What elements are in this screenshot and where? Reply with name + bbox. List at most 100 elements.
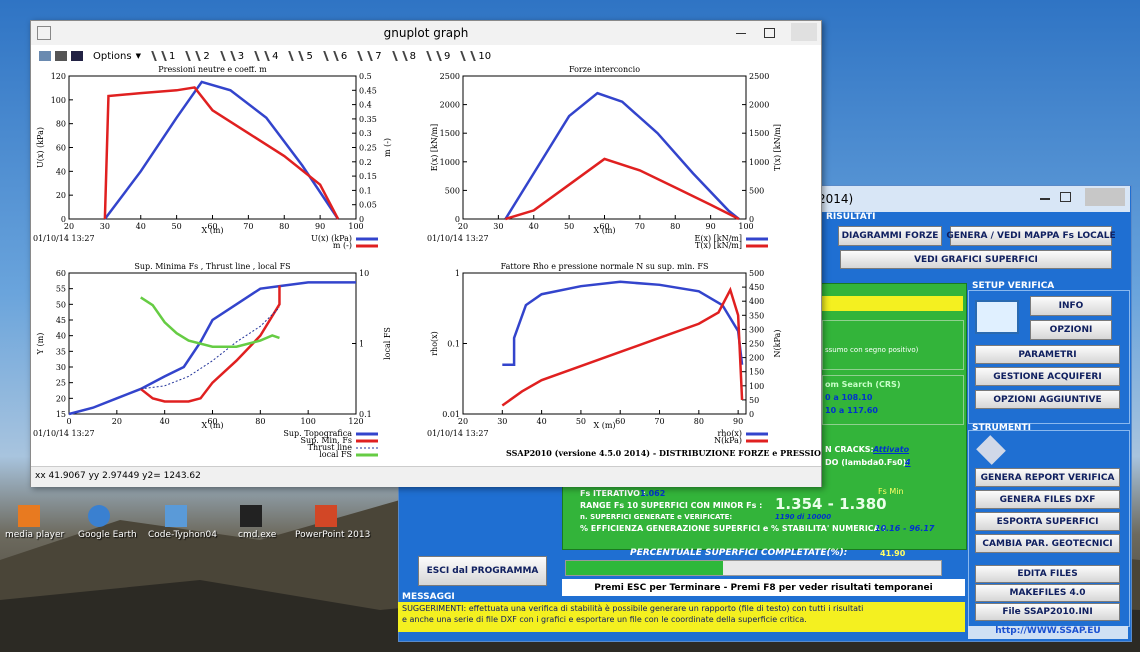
heading: RISULTATI (826, 212, 876, 222)
tab[interactable]: 10 (478, 51, 491, 62)
button[interactable]: ESCI dal PROGRAMMA (418, 556, 547, 586)
button[interactable]: OPZIONI (1030, 320, 1112, 340)
y2-axis-label: T(x) [kN/m] (773, 124, 782, 171)
info: 10 a 117.60 (825, 406, 878, 415)
x-tick-label: 0 (66, 417, 71, 426)
series-line (105, 82, 338, 219)
icon[interactable] (240, 505, 262, 527)
y2-tick-label: 0.1 (359, 186, 372, 195)
x-tick-label: 20 (112, 417, 122, 426)
button[interactable]: PARAMETRI (975, 345, 1120, 364)
y2-tick-label: 0.45 (359, 86, 377, 95)
tab[interactable]: 3 (238, 51, 244, 62)
tab-icon (357, 51, 373, 61)
button[interactable]: DIAGRAMMI FORZE (838, 226, 942, 246)
button[interactable]: VEDI GRAFICI SUPERFICI (840, 250, 1112, 269)
button[interactable]: INFO (1030, 296, 1112, 316)
tab[interactable]: 4 (272, 51, 278, 62)
tool-icon[interactable] (55, 51, 67, 61)
progress-fill (566, 561, 723, 575)
label: N CRACKS: (825, 445, 874, 454)
y-tick-label: 30 (56, 363, 66, 372)
row-value: 1.062 (640, 489, 665, 498)
tab[interactable]: 8 (410, 51, 416, 62)
minimize[interactable] (1040, 198, 1050, 200)
window-title: gnuplot graph (31, 26, 821, 40)
plot-title: Fattore Rho e pressione normale N su sup… (501, 262, 709, 271)
y2-tick-label: 0 (359, 215, 364, 224)
gnuplot-window: gnuplot graph Options▼ 12345678910 Press… (30, 20, 822, 487)
icon-label[interactable]: media player (5, 530, 64, 540)
y2-tick-label: 0 (749, 215, 754, 224)
y-axis-label: rho(x) (430, 331, 439, 356)
tab[interactable]: 6 (341, 51, 347, 62)
icon-label[interactable]: PowerPoint 2013 (295, 530, 370, 540)
x-tick-label: 50 (576, 417, 586, 426)
icon[interactable] (165, 505, 187, 527)
y2-tick-label: 500 (749, 269, 764, 278)
y-tick-label: 0.01 (442, 410, 460, 419)
tab-icon (323, 51, 339, 61)
tab[interactable]: 9 (444, 51, 450, 62)
y2-tick-label: 250 (749, 340, 764, 349)
link[interactable]: Attivato (873, 445, 909, 454)
icon-label[interactable]: Code-Typhon04 (148, 530, 217, 540)
x-tick-label: 40 (160, 417, 170, 426)
close[interactable] (1085, 188, 1125, 206)
options-menu[interactable]: Options (93, 51, 132, 62)
button[interactable]: ESPORTA SUPERFICI (975, 512, 1120, 531)
minimize[interactable] (736, 33, 746, 34)
y2-tick-label: 0.35 (359, 115, 377, 124)
x-tick-label: 80 (670, 222, 680, 231)
series-line (69, 282, 356, 414)
y-tick-label: 25 (56, 379, 66, 388)
y2-tick-label: 2000 (749, 101, 769, 110)
icon-label[interactable]: Google Earth (78, 530, 137, 540)
y2-tick-label: 450 (749, 283, 764, 292)
button[interactable]: GENERA REPORT VERIFICA (975, 468, 1120, 487)
y2-tick-label: 150 (749, 368, 764, 377)
y2-tick-label: 1 (359, 340, 364, 349)
legend-label: m (-) (333, 241, 352, 250)
button[interactable]: GENERA FILES DXF (975, 490, 1120, 509)
timestamp: 01/10/14 13:27 (427, 429, 489, 438)
legend-label: N(kPa) (714, 436, 742, 445)
icon-label[interactable]: cmd.exe (238, 530, 276, 540)
heading: MESSAGGI (402, 592, 455, 602)
plot-title: Sup. Minima Fs , Thrust line , local FS (134, 262, 290, 271)
x-tick-label: 80 (255, 417, 265, 426)
tab[interactable]: 7 (375, 51, 381, 62)
x-tick-label: 80 (694, 417, 704, 426)
info: 0 a 108.10 (825, 393, 872, 402)
tab[interactable]: 1 (169, 51, 175, 62)
y-tick-label: 1 (455, 269, 460, 278)
y2-tick-label: 0.1 (359, 410, 372, 419)
icon[interactable] (18, 505, 40, 527)
y-tick-label: 35 (56, 347, 66, 356)
tab[interactable]: 5 (306, 51, 312, 62)
button[interactable]: File SSAP2010.INI (975, 603, 1120, 621)
group (822, 320, 964, 370)
maximize[interactable] (1060, 192, 1071, 202)
button[interactable]: CAMBIA PAR. GEOTECNICI (975, 534, 1120, 553)
tool-icon[interactable] (71, 51, 83, 61)
button[interactable]: MAKEFILES 4.0 (975, 584, 1120, 602)
icon[interactable] (315, 505, 337, 527)
button[interactable]: OPZIONI AGGIUNTIVE (975, 390, 1120, 409)
button[interactable]: EDITA FILES (975, 565, 1120, 583)
progress-label: PERCENTUALE SUPERFICI COMPLETATE(%): (630, 548, 847, 558)
progress-bar (565, 560, 942, 576)
y2-tick-label: 0.25 (359, 144, 377, 153)
tab[interactable]: 2 (203, 51, 209, 62)
y-tick-label: 1000 (440, 158, 460, 167)
tool-icon[interactable] (39, 51, 51, 61)
button[interactable]: GENERA / VEDI MAPPA Fs LOCALE (950, 226, 1112, 246)
coordinates: xx 41.9067 yy 2.97449 y2= 1243.62 (31, 467, 821, 485)
tab-icon (186, 51, 202, 61)
url[interactable]: http://WWW.SSAP.EU (968, 626, 1128, 639)
icon[interactable] (88, 505, 110, 527)
link[interactable]: 4 (905, 458, 911, 467)
close[interactable] (791, 23, 817, 41)
button[interactable]: GESTIONE ACQUIFERI (975, 367, 1120, 386)
maximize[interactable] (764, 28, 775, 38)
